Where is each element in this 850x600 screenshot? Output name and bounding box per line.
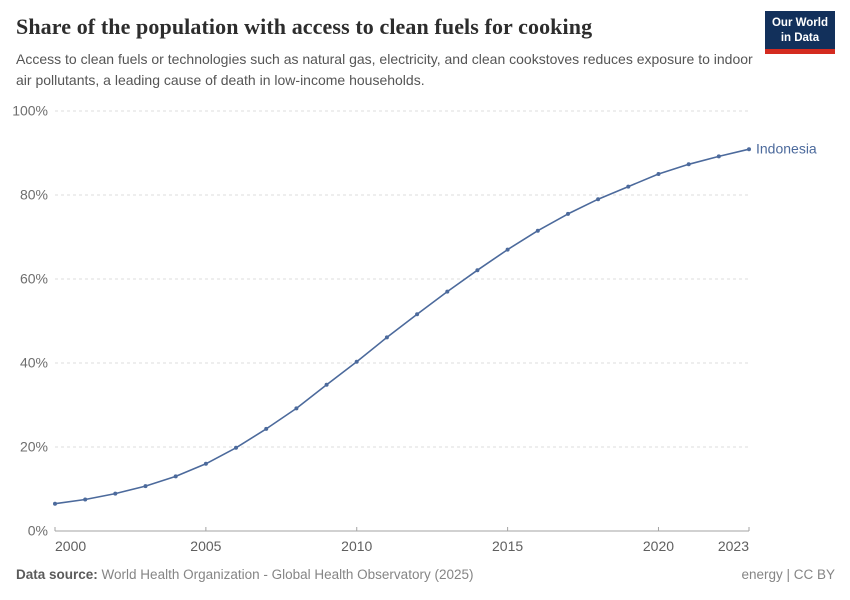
data-point[interactable]: [747, 147, 751, 152]
x-tick-label: 2005: [190, 538, 221, 554]
chart-header: Share of the population with access to c…: [16, 11, 835, 90]
data-source-value: World Health Organization - Global Healt…: [101, 567, 474, 582]
owid-logo-line1: Our World: [771, 17, 828, 29]
data-point[interactable]: [596, 197, 601, 202]
data-point[interactable]: [264, 426, 269, 431]
owid-logo-line2: in Data: [780, 31, 820, 44]
data-point[interactable]: [415, 312, 420, 317]
data-point[interactable]: [143, 484, 148, 489]
license-note[interactable]: energy | CC BY: [741, 567, 835, 582]
data-point[interactable]: [354, 359, 359, 364]
data-point[interactable]: [626, 184, 631, 189]
data-point[interactable]: [475, 268, 480, 273]
data-point[interactable]: [716, 154, 721, 159]
y-tick-label: 0%: [28, 523, 48, 539]
page-title: Share of the population with access to c…: [16, 14, 593, 39]
data-source: Data source: World Health Organization -…: [16, 567, 473, 582]
x-tick-label: 2010: [341, 538, 372, 554]
data-point[interactable]: [686, 162, 691, 167]
data-point[interactable]: [384, 335, 389, 340]
y-tick-label: 40%: [20, 355, 48, 371]
series-end-label[interactable]: Indonesia: [756, 141, 817, 157]
chart-footer: Data source: World Health Organization -…: [16, 567, 835, 582]
data-point[interactable]: [203, 461, 208, 466]
data-point[interactable]: [505, 247, 510, 252]
x-tick-label: 2020: [643, 538, 674, 554]
x-tick-label: 2023: [718, 538, 749, 554]
data-point[interactable]: [535, 228, 540, 233]
series-line: [54, 148, 750, 505]
data-point[interactable]: [656, 172, 661, 176]
y-tick-label: 100%: [12, 103, 48, 119]
data-source-label: Data source:: [16, 567, 98, 582]
data-point[interactable]: [83, 497, 88, 502]
data-point[interactable]: [566, 211, 570, 216]
data-point[interactable]: [294, 406, 299, 411]
y-tick-label: 20%: [20, 439, 48, 455]
x-tick-label: 2015: [492, 538, 523, 554]
data-point[interactable]: [324, 382, 329, 387]
x-tick-label: 2000: [55, 538, 86, 554]
chart-subtitle: Access to clean fuels or technologies su…: [16, 51, 753, 88]
y-tick-label: 60%: [20, 271, 48, 287]
data-point[interactable]: [173, 474, 178, 479]
data-point[interactable]: [113, 491, 118, 496]
data-point[interactable]: [53, 501, 57, 506]
owid-logo[interactable]: Our World in Data: [764, 11, 835, 55]
y-tick-label: 80%: [20, 187, 48, 203]
data-point[interactable]: [234, 445, 238, 450]
data-point[interactable]: [445, 289, 450, 294]
